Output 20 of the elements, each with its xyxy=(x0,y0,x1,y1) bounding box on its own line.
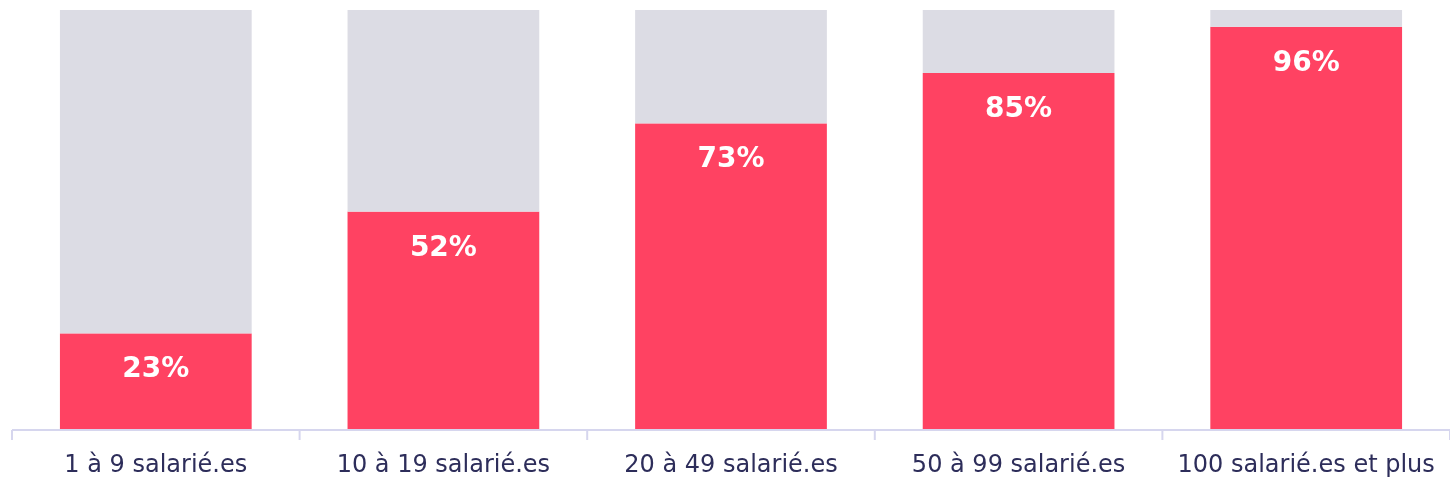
bar xyxy=(1210,10,1403,27)
x-tick-label: 1 à 9 salarié.es xyxy=(64,450,248,478)
bar xyxy=(59,10,252,334)
bar xyxy=(635,123,827,430)
data-label: 52% xyxy=(409,229,477,263)
bar xyxy=(347,10,540,212)
bar xyxy=(1210,26,1403,430)
bar xyxy=(922,73,1115,430)
bar xyxy=(922,10,1115,73)
bar xyxy=(635,10,827,124)
x-tick-label: 10 à 19 salarié.es xyxy=(336,450,551,478)
bar xyxy=(59,333,252,430)
data-label: 73% xyxy=(697,141,765,175)
x-tick-label: 100 salarié.es et plus xyxy=(1177,450,1435,478)
x-tick-label: 50 à 99 salarié.es xyxy=(911,450,1126,478)
data-label: 85% xyxy=(985,91,1053,124)
bar xyxy=(347,211,540,430)
data-label: 96% xyxy=(1272,44,1340,78)
x-tick-label: 20 à 49 salarié.es xyxy=(624,450,838,478)
data-label: 23% xyxy=(122,351,190,385)
